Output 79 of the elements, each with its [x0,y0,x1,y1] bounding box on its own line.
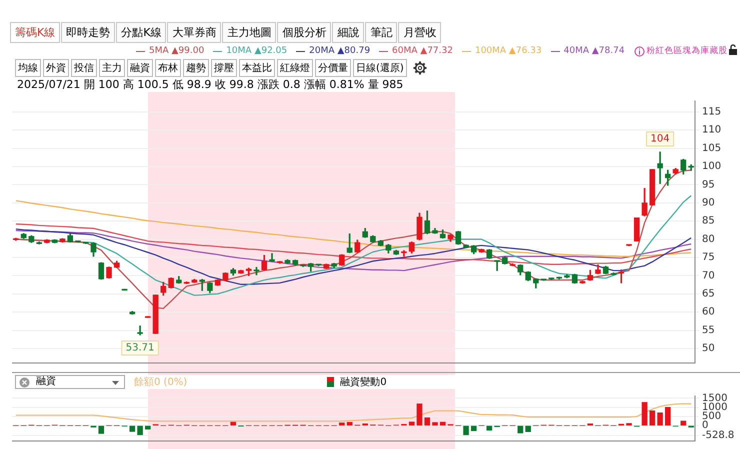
legend-label: 40MA ▲78.74 [564,46,625,56]
annotation: 104 [650,134,670,145]
y-tick-label: 1000 [702,402,728,413]
annotation: 53.71 [126,342,154,354]
text: 融資 [127,59,153,77]
y-tick-label: 55 [702,324,715,336]
candlestick [254,266,260,276]
text: 主力 [99,59,125,77]
text: 分價量 [315,59,351,77]
text: 大單券商 [167,22,222,43]
text: 餘額0 (0%) [134,376,188,389]
legend-label: 100MA ▲76.33 [474,46,542,56]
legend-title: 粉紅色區塊為庫藏股 [646,45,728,57]
text: 分點K線 [116,22,166,43]
bar [144,426,151,430]
bar [339,422,345,426]
bar [649,410,656,426]
y-tick-label: 115 [702,106,722,118]
bar [137,426,143,436]
bar [432,422,438,426]
y-tick-label: 85 [702,216,715,227]
candlestick [657,152,663,184]
text: 月營收 [398,22,442,43]
y-tick-label: 75 [702,252,715,264]
text: 即時走勢 [61,22,116,43]
text: 紅綠燈 [277,59,313,77]
y-tick-label: 65 [702,288,715,300]
y-tick-label: 95 [702,179,715,190]
candlestick [401,250,407,257]
y-tick-label: 105 [702,142,722,154]
bar [230,422,236,426]
candlestick [137,326,143,336]
text: 籌碼K線 [10,22,60,43]
text: 外資 [43,59,69,77]
bar [486,426,492,431]
text: 布林 [155,59,181,77]
text: 撐壓 [211,59,237,77]
y-tick-label: 90 [702,197,715,208]
bar [440,422,446,426]
bar [463,426,469,436]
chart-title: 融資 [15,375,125,389]
bar [408,422,415,426]
text: 趨勢 [183,59,209,77]
legend-label: 10MA ▲92.05 [226,46,288,56]
legend-label: 融資變動0 [340,376,387,389]
bar [98,426,104,434]
bar [470,426,477,432]
bar [642,402,648,426]
y-tick-label: 70 [702,270,715,282]
legend-label: 60MA ▲77.32 [392,46,453,56]
text: 筆記 [365,22,398,43]
text: 日線(還原) [353,59,407,77]
text: 投信 [71,59,97,77]
y-tick-label: 80 [702,234,715,245]
y-tick-label: -528.8 [702,430,734,441]
bar [665,407,671,426]
bar [424,417,430,426]
bar [416,404,422,426]
legend-label: 20MA ▲80.79 [309,46,370,56]
bar [525,426,531,432]
y-tick-label: 60 [702,306,715,318]
bar [518,426,524,434]
candlestick [269,253,275,262]
bar [657,412,663,426]
y-tick-label: 50 [702,343,715,354]
y-tick-label: 1500 [702,392,728,404]
y-tick-label: 110 [702,124,722,136]
text: 細說 [332,22,364,43]
bar [680,420,686,426]
bar [346,422,352,426]
y-tick-label: 100 [702,161,722,172]
text: 本益比 [239,59,275,77]
text: 個股分析 [277,22,332,43]
chart-subtitle: 2025/07/21 開 100 高 100.5 低 98.9 收 99.8 漲跌 0.8 漲幅 0.81% 量 985 [17,77,404,92]
y-tick-label: 0 [702,420,708,432]
legend-label: 5MA ▲99.00 [149,46,204,56]
bar [129,426,136,432]
text: 主力地圖 [222,22,276,43]
text: 均線 [15,59,41,77]
